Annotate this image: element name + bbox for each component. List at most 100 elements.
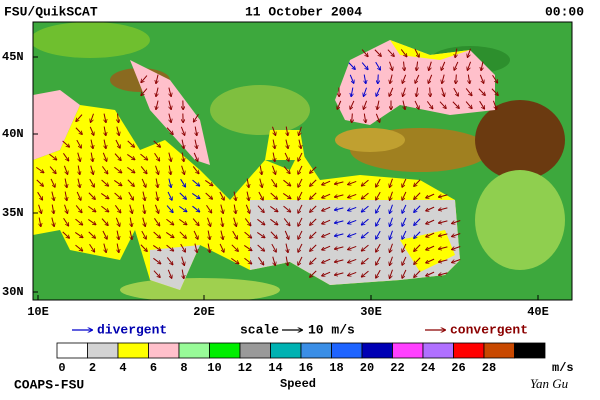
colorbar-box xyxy=(178,342,210,359)
wind-vector xyxy=(441,61,446,70)
wind-vector xyxy=(402,217,407,226)
colorbar-box xyxy=(300,342,332,359)
wind-vector xyxy=(180,178,186,187)
wind-vector xyxy=(90,113,94,122)
map xyxy=(33,22,572,300)
wind-vector xyxy=(426,232,435,237)
wind-vector xyxy=(286,243,288,253)
lat-label: 45N xyxy=(2,50,24,64)
wind-vector xyxy=(90,165,94,175)
wind-vector xyxy=(430,87,431,97)
wind-vector xyxy=(153,257,160,263)
wind-vector xyxy=(286,139,288,149)
colorbar-box xyxy=(270,342,302,359)
wind-vector xyxy=(219,243,224,252)
wind-vector xyxy=(364,74,366,84)
colorbar-box xyxy=(209,342,241,359)
wind-vector xyxy=(348,232,357,236)
wind-vector xyxy=(166,205,173,213)
wind-vector xyxy=(271,178,276,186)
wind-vector xyxy=(442,74,445,84)
wind-vector xyxy=(166,218,173,225)
wind-vector xyxy=(130,230,132,240)
wind-vector xyxy=(114,180,121,185)
wind-vector xyxy=(452,220,461,223)
wind-vector xyxy=(88,219,95,224)
wind-vector xyxy=(479,100,485,109)
wind-vector xyxy=(181,256,185,266)
wind-vector xyxy=(426,271,435,276)
wind-vector xyxy=(322,193,331,198)
wind-vector xyxy=(414,218,421,225)
wind-vector xyxy=(117,243,119,253)
wind-vector xyxy=(415,74,420,83)
wind-vector xyxy=(390,269,393,279)
wind-vector xyxy=(88,231,96,238)
wind-vector xyxy=(439,247,448,249)
wind-vector xyxy=(298,178,303,187)
colorbar-box xyxy=(361,342,393,359)
wind-vector xyxy=(127,154,134,159)
wind-vector xyxy=(179,218,186,224)
colorbar-tick: 6 xyxy=(150,361,157,375)
wind-vector xyxy=(63,217,69,226)
wind-vector xyxy=(205,180,212,185)
wind-vector xyxy=(140,153,148,160)
wind-vector xyxy=(50,178,55,187)
wind-vector xyxy=(310,231,317,238)
colorbar-box xyxy=(87,342,119,359)
wind-vector xyxy=(101,205,108,211)
wind-vector xyxy=(258,257,263,264)
wind-vector xyxy=(402,204,407,213)
aegean xyxy=(265,130,305,160)
wind-vector xyxy=(194,113,199,122)
wind-vector xyxy=(348,258,357,262)
wind-vector xyxy=(376,178,381,187)
colorbar-tick: 24 xyxy=(421,361,435,375)
wind-vector xyxy=(404,61,405,71)
wind-vector xyxy=(272,165,275,174)
wind-vector xyxy=(400,49,406,56)
title: FSU/QuikSCAT xyxy=(4,4,98,19)
wind-vector xyxy=(231,244,238,251)
colorbar-box xyxy=(514,342,546,359)
wind-vector xyxy=(376,217,381,226)
wind-vector xyxy=(390,217,393,227)
wind-vector xyxy=(414,244,421,251)
wind-vector xyxy=(375,113,379,122)
wind-vector xyxy=(141,75,148,83)
wind-vector xyxy=(75,244,83,251)
wind-vector xyxy=(298,165,303,174)
wind-vector xyxy=(390,243,393,253)
wind-vector xyxy=(441,87,445,97)
wind-vector xyxy=(310,257,317,264)
wind-vector xyxy=(348,180,357,184)
wind-vector xyxy=(414,270,421,277)
wind-vector xyxy=(231,257,238,263)
wind-vector xyxy=(348,193,357,197)
wind-vector xyxy=(322,245,331,250)
colorbar-tick: 0 xyxy=(58,361,65,375)
wind-vector xyxy=(351,87,353,97)
wind-vector xyxy=(273,152,275,162)
map-frame xyxy=(32,21,573,301)
wind-vector xyxy=(468,74,469,84)
colorbar-box xyxy=(239,342,271,359)
wind-vector xyxy=(233,217,237,227)
lon-label: 30E xyxy=(360,305,382,319)
wind-vector xyxy=(467,48,471,57)
divergent-label: divergent xyxy=(97,322,167,337)
wind-vector xyxy=(206,204,211,212)
gray-zone xyxy=(150,245,200,290)
wind-vector xyxy=(76,191,81,200)
wind-vector xyxy=(156,87,158,97)
lat-label: 30N xyxy=(2,285,24,299)
wind-vector xyxy=(390,178,393,188)
wind-vector xyxy=(167,269,171,278)
wind-vector xyxy=(260,165,262,175)
wind-vector xyxy=(257,205,264,213)
wind-vector xyxy=(286,126,288,136)
wind-vector xyxy=(387,49,394,57)
wind-vector xyxy=(349,74,354,83)
wind-vector xyxy=(322,258,331,263)
